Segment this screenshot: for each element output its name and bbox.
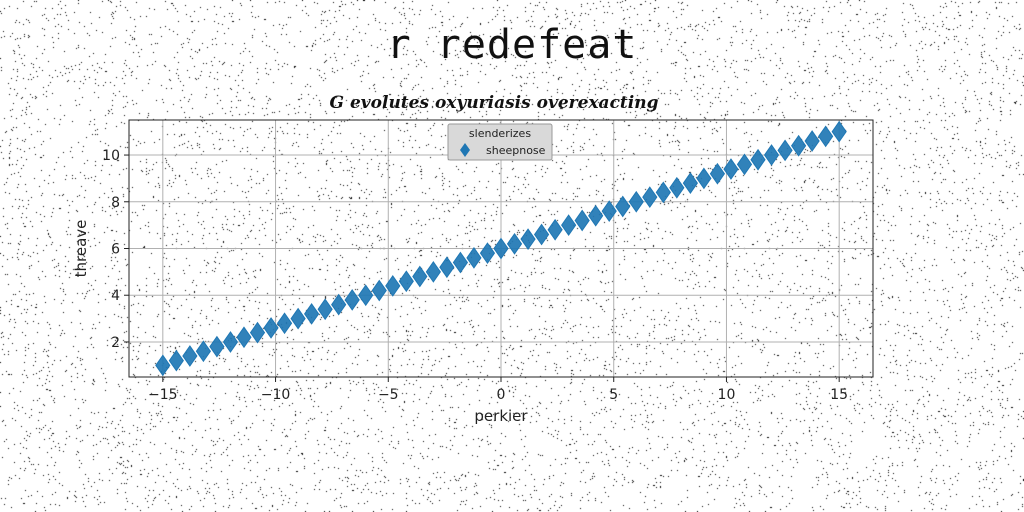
data-point [452, 251, 469, 274]
x-tick-label: 10 [718, 387, 736, 403]
data-point [398, 270, 414, 293]
data-point [493, 237, 509, 260]
data-point [642, 186, 658, 208]
data-point [709, 162, 726, 185]
data-point [479, 242, 496, 265]
data-point [615, 195, 631, 218]
data-point [317, 298, 333, 321]
data-point [209, 335, 225, 358]
data-point [304, 303, 320, 325]
y-tick-label: 6 [111, 242, 120, 258]
data-point [331, 293, 347, 316]
data-point [466, 246, 482, 269]
data-point [750, 148, 766, 171]
data-point [533, 223, 550, 246]
data-point [520, 228, 536, 251]
data-point [425, 260, 441, 283]
data-point [682, 172, 698, 194]
data-point [222, 331, 239, 353]
data-point [385, 275, 401, 297]
data-point [547, 218, 563, 241]
x-axis-label: perkier [474, 407, 528, 425]
y-tick-label: 4 [111, 288, 120, 304]
x-tick-label: 5 [609, 387, 618, 403]
y-tick-label: 10 [102, 148, 120, 164]
data-point [506, 232, 523, 255]
data-point [601, 200, 617, 222]
figure-title: r redefeat [386, 22, 638, 68]
x-axis-ticks: −15 −10 −5 0 5 10 15 [148, 377, 848, 403]
x-tick-label: −15 [148, 387, 178, 403]
data-point [168, 349, 184, 372]
data-point [195, 340, 212, 363]
data-point [804, 130, 820, 152]
data-point [371, 279, 387, 302]
legend-box [447, 123, 553, 161]
data-point [249, 321, 266, 344]
x-tick-label: −5 [378, 387, 399, 403]
data-point [412, 265, 428, 288]
data-point [439, 256, 455, 279]
y-axis-label: threave [72, 220, 90, 278]
chart-title: G evolutes oxyuriasis overexacting [330, 93, 659, 113]
data-point [263, 317, 279, 339]
data-point [574, 209, 590, 232]
data-point [276, 312, 293, 335]
data-point [182, 345, 198, 367]
legend-entry-label: sheepnose [486, 144, 546, 157]
data-point [777, 139, 793, 162]
y-tick-label: 2 [111, 335, 120, 351]
data-point [818, 125, 834, 148]
data-point [655, 181, 671, 204]
legend-title: slenderizes [469, 127, 531, 140]
data-points [155, 120, 847, 377]
data-point [290, 307, 306, 330]
data-point [696, 167, 712, 190]
legend: slenderizes sheepnose [447, 123, 553, 161]
x-tick-label: −10 [261, 387, 291, 403]
data-point [763, 144, 780, 166]
data-point [358, 284, 374, 307]
x-tick-label: 0 [497, 387, 506, 403]
data-point [736, 153, 753, 176]
y-tick-label: 8 [111, 195, 120, 211]
y-axis-ticks: 2 4 6 8 10 [102, 148, 129, 351]
data-point [155, 354, 171, 377]
data-point [723, 158, 739, 180]
data-point [831, 120, 847, 143]
data-point [669, 176, 685, 199]
data-point [236, 326, 252, 349]
data-point [344, 289, 360, 311]
data-point [588, 204, 604, 227]
data-point [561, 214, 577, 237]
x-tick-label: 15 [830, 387, 848, 403]
data-point [628, 190, 644, 213]
legend-marker-icon [460, 143, 470, 157]
data-point [790, 134, 807, 157]
